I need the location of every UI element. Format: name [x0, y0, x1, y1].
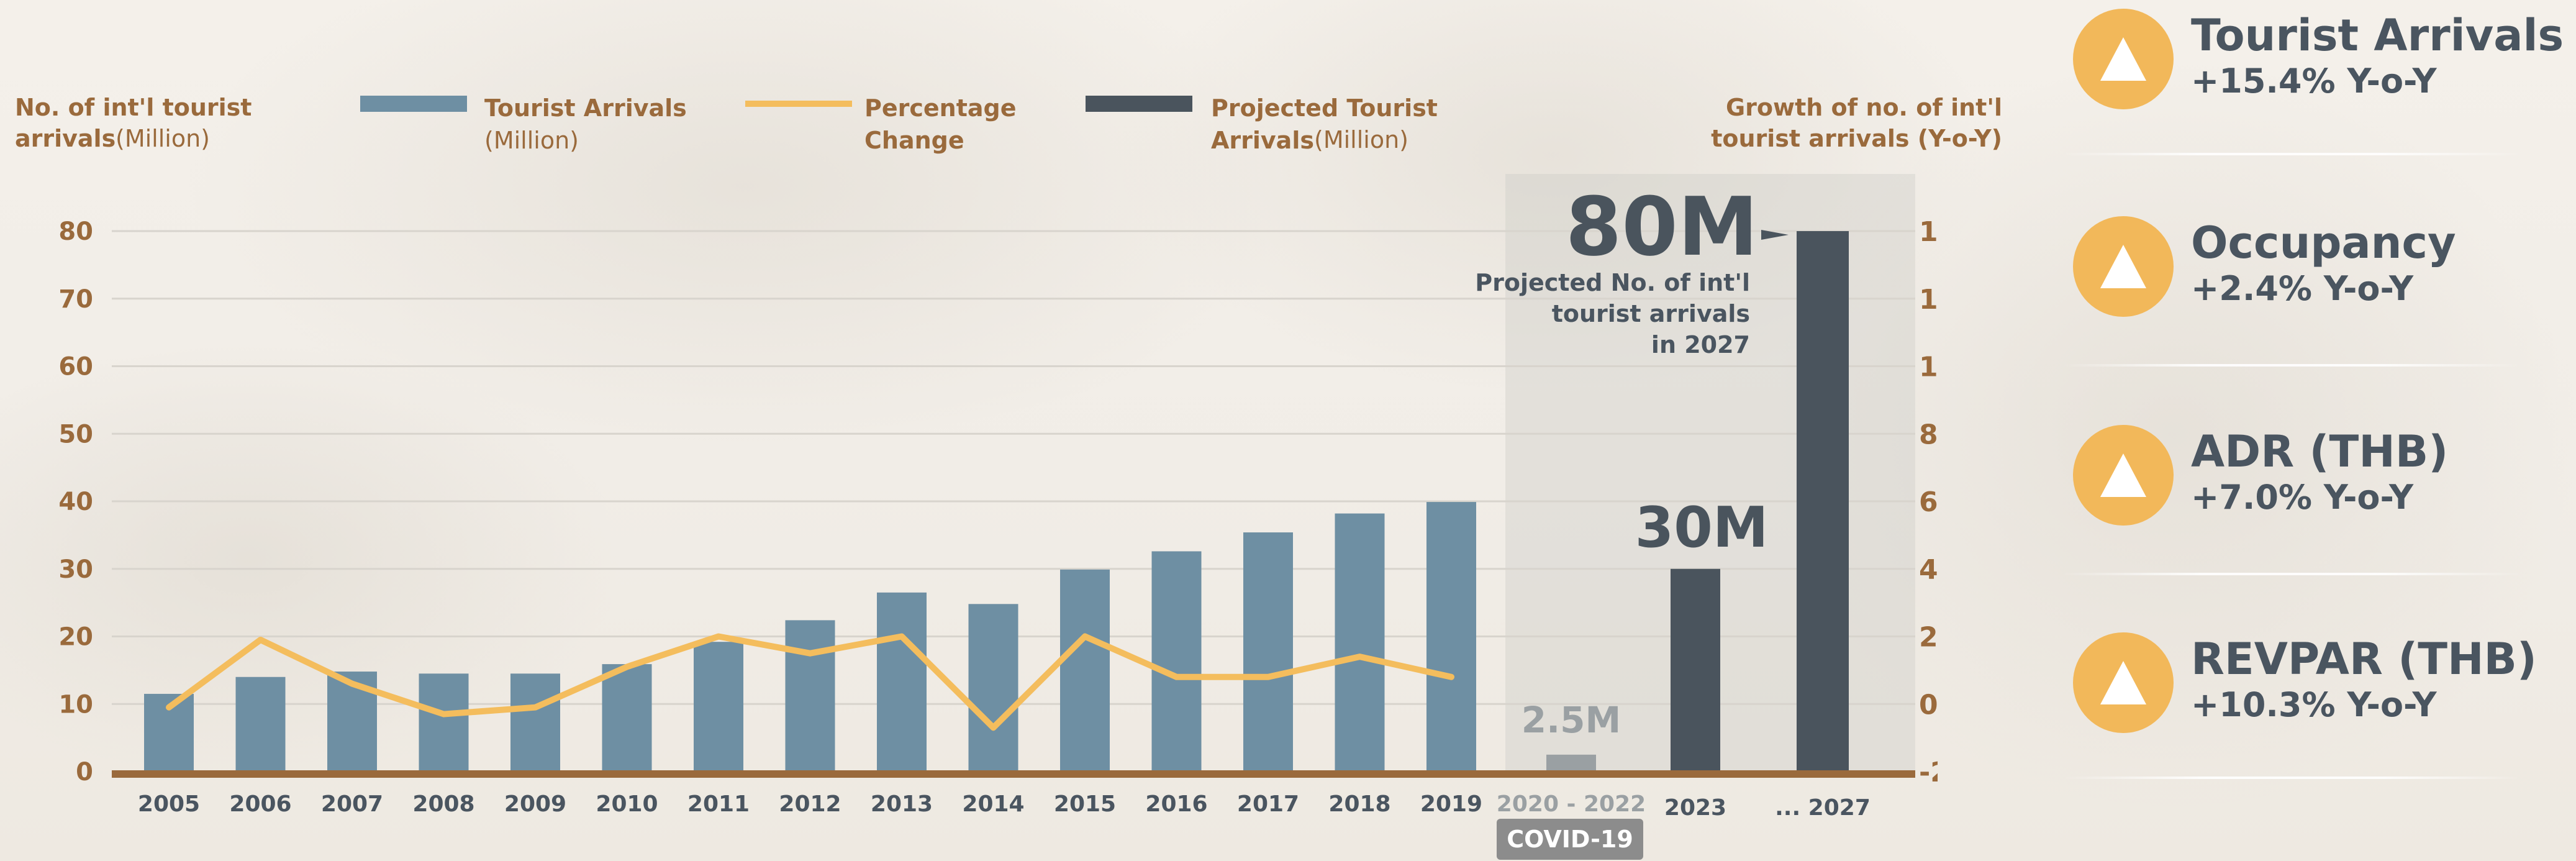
- legend-unit: (Million): [484, 127, 579, 154]
- legend-label: Percentage Change: [864, 94, 1017, 154]
- kpi-title: ADR (THB): [2191, 426, 2449, 477]
- annotation-text: in 2027: [1651, 331, 1750, 358]
- legend-swatch-percentage-change: [745, 101, 852, 107]
- kpi-occupancy: Occupancy +2.4% Y-o-Y: [2073, 216, 2557, 365]
- right-tick-label: 100%: [1919, 352, 1938, 383]
- right-tick-label: 80%: [1919, 419, 1938, 450]
- covid-label: COVID-19: [1507, 826, 1633, 853]
- left-tick-label: 80: [58, 217, 93, 246]
- bar-tourist-arrivals: [1243, 532, 1293, 772]
- left-axis-title-text: No. of int'l tourist arrivals: [15, 94, 252, 152]
- kpi-divider: [2062, 153, 2521, 155]
- kpi-change: +10.3% Y-o-Y: [2191, 685, 2437, 724]
- x-tick-label: 2023: [1664, 795, 1726, 821]
- kpi-change: +2.4% Y-o-Y: [2191, 269, 2414, 308]
- line-percentage-change: [166, 633, 1454, 731]
- x-tick-label: 2015: [1054, 791, 1116, 817]
- kpi-change: +15.4% Y-o-Y: [2191, 62, 2437, 101]
- right-tick-label: 60%: [1919, 486, 1938, 518]
- triangle-up-icon: [2073, 632, 2174, 733]
- x-tick-label: 2008: [412, 791, 474, 817]
- left-tick-label: 10: [58, 690, 93, 719]
- legend-unit-projected: (Million): [1314, 126, 1408, 153]
- x-tick-label: 2005: [138, 791, 200, 817]
- annotation-text: Projected No. of int'l: [1475, 269, 1750, 296]
- kpi-adr: ADR (THB) +7.0% Y-o-Y: [2073, 425, 2557, 574]
- x-tick-label: 2020 - 2022: [1497, 791, 1646, 817]
- x-tick-label: 2007: [321, 791, 383, 817]
- right-axis-title: Growth of no. of int'l tourist arrivals …: [1711, 94, 2002, 152]
- x-tick-label: 2014: [962, 791, 1024, 817]
- bar-tourist-arrivals: [1426, 502, 1476, 772]
- annotation-text: tourist arrivals: [1552, 300, 1750, 327]
- left-tick-label: 50: [58, 420, 93, 449]
- x-tick-label: 2013: [871, 791, 933, 817]
- kpi-divider: [2062, 573, 2521, 575]
- x-tick-label: ... 2027: [1775, 795, 1871, 821]
- covid-badge: [1497, 819, 1643, 860]
- x-tick-label: 2009: [504, 791, 566, 817]
- right-tick-label: 0%: [1919, 689, 1938, 721]
- legend-label: Tourist Arrivals: [484, 94, 687, 122]
- triangle-up-icon: [2073, 9, 2174, 109]
- right-tick-label: 140%: [1919, 216, 1938, 248]
- data-label-projected: 30M: [1635, 495, 1769, 560]
- left-axis-unit: (Million): [116, 125, 210, 152]
- right-tick-label: 40%: [1919, 554, 1938, 586]
- x-tick-label: 2011: [687, 791, 750, 817]
- left-tick-label: 40: [58, 488, 93, 516]
- x-tick-label: 2018: [1328, 791, 1390, 817]
- left-tick-label: 0: [76, 758, 93, 786]
- bar-projected: [1797, 231, 1849, 772]
- x-tick-label: 2012: [779, 791, 841, 817]
- x-tick-label: 2019: [1420, 791, 1482, 817]
- legend-item-projected: Projected Tourist Arrivals: [1211, 92, 1472, 157]
- bar-tourist-arrivals: [1060, 569, 1110, 772]
- bar-tourist-arrivals: [419, 673, 469, 772]
- kpi-title: Occupancy: [2191, 217, 2456, 268]
- right-tick-label: -20%: [1919, 757, 1938, 788]
- data-label-projected: 2.5M: [1522, 699, 1621, 741]
- left-tick-label: 30: [58, 555, 93, 584]
- kpi-tourist-arrivals: Tourist Arrivals +15.4% Y-o-Y: [2073, 9, 2564, 158]
- kpi-revpar: REVPAR (THB) +10.3% Y-o-Y: [2073, 632, 2557, 781]
- left-axis-title: No. of int'l tourist arrivals: [15, 92, 263, 154]
- bar-tourist-arrivals: [1335, 513, 1385, 772]
- arrow-icon: [1761, 230, 1789, 240]
- bar-projected: [1671, 568, 1720, 772]
- bar-projected: [1546, 754, 1596, 772]
- kpi-change: +7.0% Y-o-Y: [2191, 478, 2414, 517]
- bar-tourist-arrivals: [1151, 551, 1202, 772]
- data-label-projected: 80M: [1566, 180, 1758, 274]
- x-tick-label: 2016: [1145, 791, 1207, 817]
- kpi-divider: [2062, 777, 2521, 779]
- legend-label: Projected Tourist Arrivals: [1211, 94, 1438, 154]
- kpi-title: Tourist Arrivals: [2191, 10, 2564, 61]
- left-tick-label: 60: [58, 353, 93, 381]
- bar-tourist-arrivals: [877, 592, 927, 772]
- bar-tourist-arrivals: [510, 673, 560, 772]
- bar-tourist-arrivals: [694, 642, 743, 772]
- legend-item-percentage-change: Percentage Change: [864, 92, 1051, 157]
- x-tick-label: 2017: [1237, 791, 1299, 817]
- kpi-divider: [2062, 364, 2521, 367]
- triangle-up-icon: [2073, 216, 2174, 317]
- x-tick-label: 2010: [596, 791, 658, 817]
- kpi-title: REVPAR (THB): [2191, 634, 2537, 685]
- legend-swatch-tourist-arrivals: [360, 96, 467, 112]
- bar-tourist-arrivals: [602, 664, 652, 772]
- baseline-axis: [112, 770, 1915, 778]
- left-tick-label: 70: [58, 285, 93, 314]
- legend-swatch-projected: [1086, 96, 1192, 112]
- right-tick-label: 20%: [1919, 622, 1938, 654]
- bar-tourist-arrivals: [968, 604, 1018, 772]
- left-tick-label: 20: [58, 623, 93, 652]
- chart: 0 10 20 30 40 50 60 70 80 -20% 0% 20% 40% 60% 80% 100% 1…: [58, 180, 1938, 860]
- x-tick-label: 2006: [229, 791, 291, 817]
- legend-item-tourist-arrivals: Tourist Arrivals (Million): [484, 92, 687, 157]
- bar-tourist-arrivals: [785, 620, 835, 772]
- bar-tourist-arrivals: [235, 676, 286, 772]
- right-tick-label: 120%: [1919, 284, 1938, 316]
- triangle-up-icon: [2073, 425, 2174, 526]
